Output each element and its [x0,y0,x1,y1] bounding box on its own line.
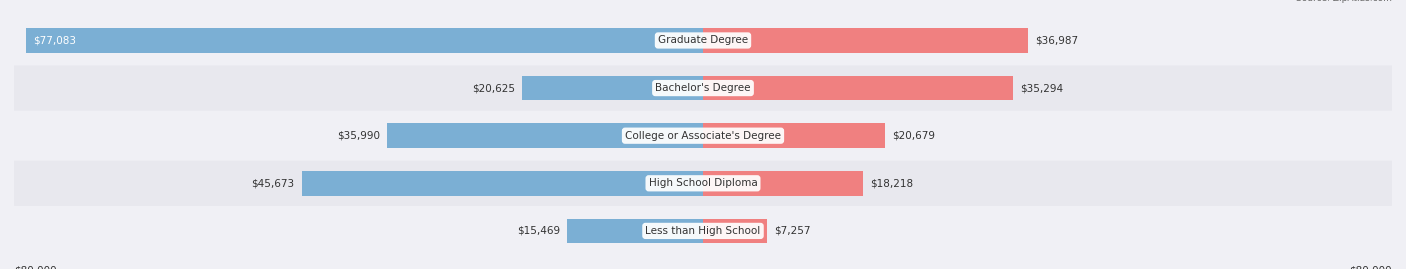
Bar [703,218,766,243]
FancyBboxPatch shape [14,65,1392,111]
FancyBboxPatch shape [14,18,1392,63]
Bar [703,123,884,148]
Text: $15,469: $15,469 [517,226,560,236]
Text: EARNINGS BY SEX BY EDUCATIONAL ATTAINMENT IN BOGALUSA: EARNINGS BY SEX BY EDUCATIONAL ATTAINMEN… [14,0,387,3]
Bar [522,76,703,100]
Text: High School Diploma: High School Diploma [648,178,758,188]
Text: $20,625: $20,625 [472,83,515,93]
Text: $77,083: $77,083 [32,36,76,45]
Bar [387,123,703,148]
Text: $80,000: $80,000 [14,265,56,269]
Text: $35,990: $35,990 [336,131,380,141]
FancyBboxPatch shape [14,161,1392,206]
Text: $80,000: $80,000 [1350,265,1392,269]
Bar [25,28,703,53]
Bar [703,76,1014,100]
Bar [703,171,863,196]
Bar [703,28,1028,53]
Text: Less than High School: Less than High School [645,226,761,236]
Bar [302,171,703,196]
Text: $18,218: $18,218 [870,178,914,188]
Text: Bachelor's Degree: Bachelor's Degree [655,83,751,93]
Text: College or Associate's Degree: College or Associate's Degree [626,131,780,141]
Bar [567,218,703,243]
Text: Graduate Degree: Graduate Degree [658,36,748,45]
Text: Source: ZipAtlas.com: Source: ZipAtlas.com [1296,0,1392,3]
FancyBboxPatch shape [14,113,1392,158]
Text: $36,987: $36,987 [1035,36,1078,45]
Text: $35,294: $35,294 [1021,83,1063,93]
FancyBboxPatch shape [14,208,1392,253]
Text: $20,679: $20,679 [891,131,935,141]
Text: $45,673: $45,673 [252,178,295,188]
Text: $7,257: $7,257 [773,226,810,236]
